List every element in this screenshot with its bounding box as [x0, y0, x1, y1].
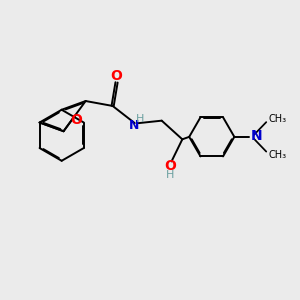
Text: CH₃: CH₃ — [268, 149, 286, 160]
Text: N: N — [251, 129, 263, 143]
Text: N: N — [129, 119, 139, 132]
Text: O: O — [111, 70, 122, 83]
Text: H: H — [167, 170, 175, 180]
Text: CH₃: CH₃ — [268, 114, 286, 124]
Text: O: O — [165, 159, 176, 173]
Text: H: H — [135, 114, 144, 124]
Text: O: O — [70, 113, 82, 127]
